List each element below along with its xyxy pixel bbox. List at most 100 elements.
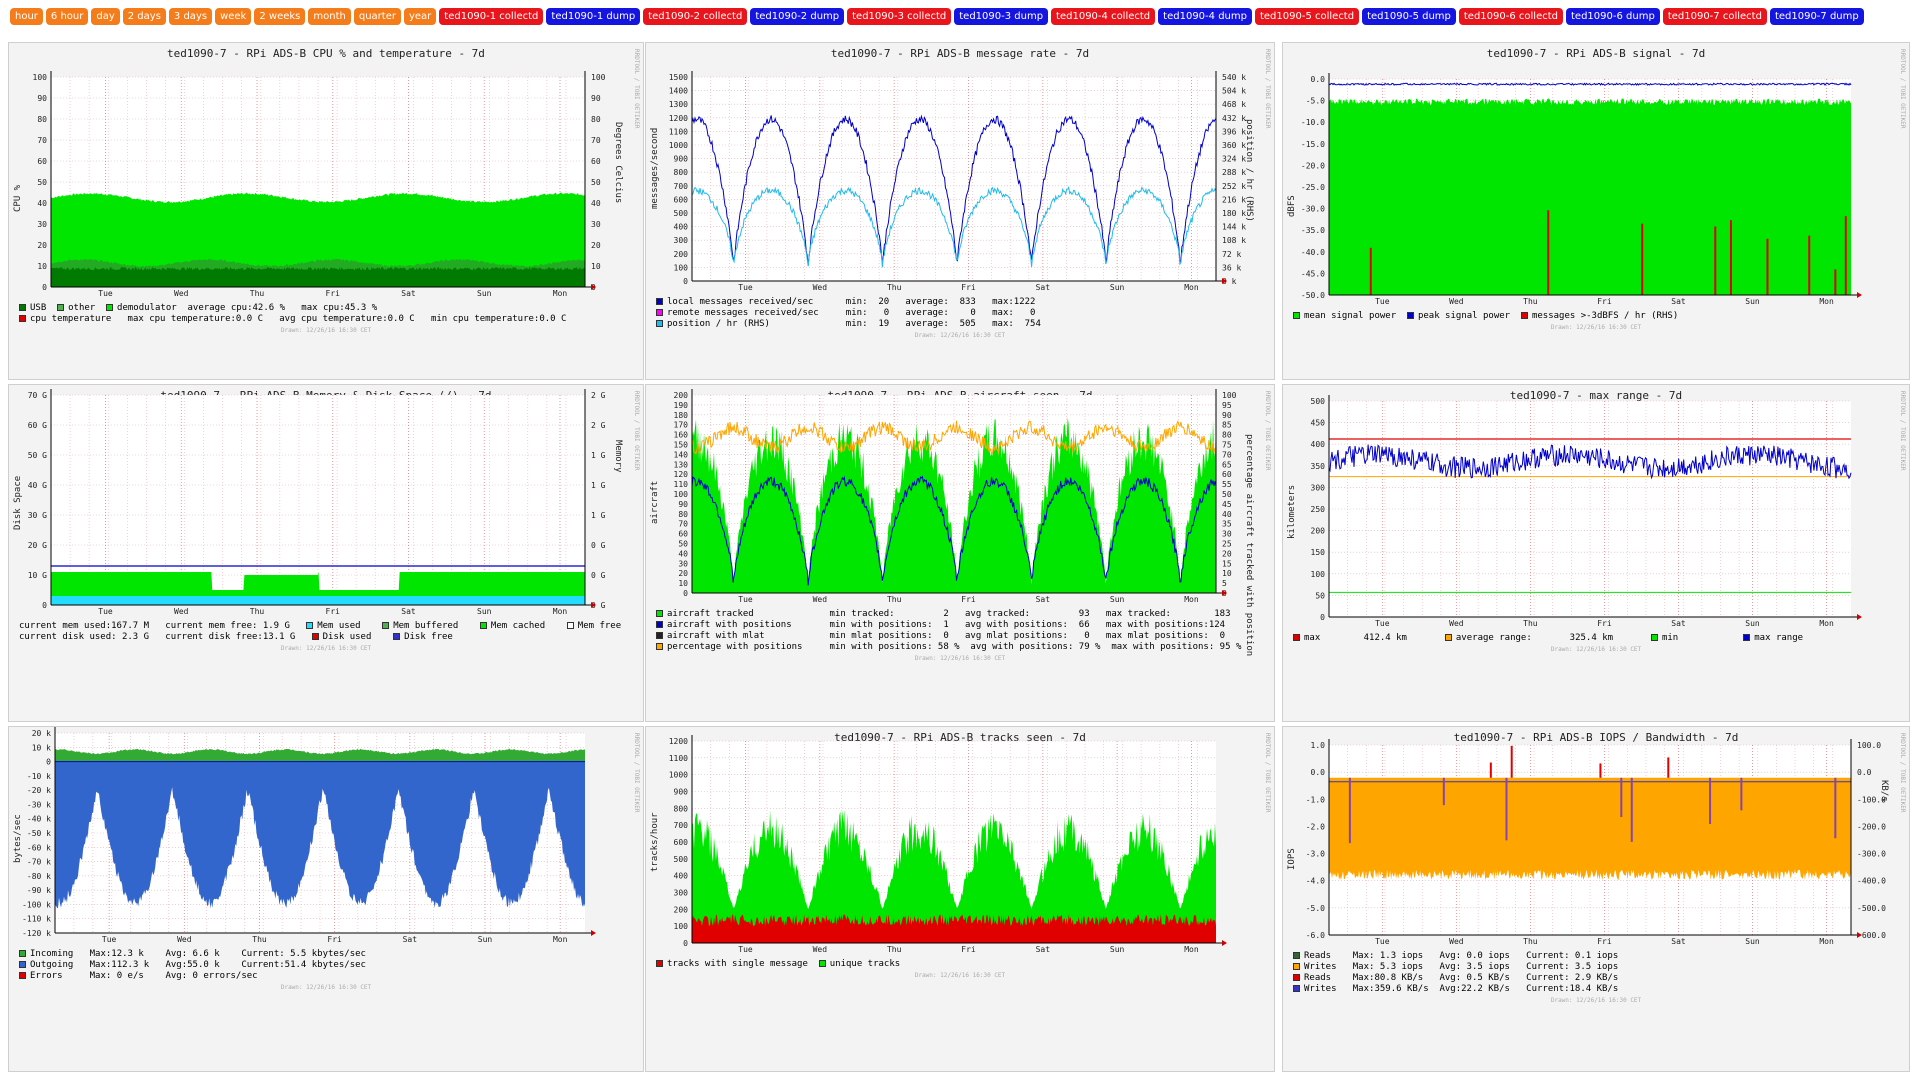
legend-text: messages >-3dBFS / hr (RHS) (1531, 311, 1679, 321)
legend-text: aircraft with positions min with positio… (667, 620, 1226, 630)
legend-swatch (656, 309, 663, 316)
nav-button-ted1090-3-collectd[interactable]: ted1090-3 collectd (847, 8, 952, 25)
legend-swatch (19, 972, 26, 979)
legend-swatch (1650, 634, 1658, 641)
nav-button-ted1090-5-dump[interactable]: ted1090-5 dump (1362, 8, 1456, 25)
panel-signal[interactable]: ted1090-7 - RPi ADS-B signal - 7d RRDTOOL… (1282, 42, 1910, 380)
y2-tick: 360 k (1222, 141, 1246, 150)
x-tick: Mon (553, 289, 568, 298)
x-tick: Sat (1036, 945, 1051, 954)
legend-text: Disk free (404, 632, 453, 642)
legend-text: average range: 325.4 km (1455, 633, 1641, 643)
y-tick: 10 (678, 579, 688, 588)
y-tick: 10 G (28, 571, 47, 580)
y-tick: 1400 (669, 87, 688, 96)
y-tick: -25.0 (1301, 183, 1325, 192)
x-tick: Sun (477, 289, 492, 298)
legend-text: Reads Max: 1.3 iops Avg: 0.0 iops Curren… (1304, 951, 1619, 961)
panel-title: ted1090-7 - RPi ADS-B CPU % and temperat… (167, 47, 485, 60)
legend-row: Reads Max: 1.3 iops Avg: 0.0 iops Curren… (1293, 951, 1629, 962)
legend-row: current disk used: 2.3 G current disk fr… (19, 632, 632, 643)
x-tick: Wed (177, 935, 192, 944)
x-tick: Thu (250, 607, 265, 616)
legend-swatch (19, 304, 26, 311)
y-tick: 40 (678, 549, 688, 558)
panel-aircraft-seen[interactable]: ted1090-7 - RPi ADS-B aircraft seen - 7d… (645, 384, 1275, 722)
legend-swatch (393, 633, 401, 640)
legend-text: Disk used (322, 632, 383, 642)
y-tick: 190 (674, 401, 689, 410)
panel-tracks-seen[interactable]: ted1090-7 - RPi ADS-B tracks seen - 7d RR… (645, 726, 1275, 1072)
x-tick: Thu (887, 283, 902, 292)
panel-memory-disk[interactable]: ted1090-7 - RPi ADS-B Memory & Disk Spac… (8, 384, 644, 722)
panel-max-range[interactable]: ted1090-7 - max range - 7d RRDTOOL / TOBI… (1282, 384, 1910, 722)
legend-row: percentage with positions min with posit… (656, 642, 1252, 653)
y2-tick: 70 (591, 136, 601, 145)
nav-button-ted1090-1-dump[interactable]: ted1090-1 dump (546, 8, 641, 25)
nav-button-ted1090-7-collectd[interactable]: ted1090-7 collectd (1662, 8, 1767, 25)
y-tick: 100 (674, 490, 689, 499)
legend-text: Mem buffered (393, 621, 470, 631)
nav-button-quarter[interactable]: quarter (353, 8, 401, 25)
nav-button-ted1090-6-collectd[interactable]: ted1090-6 collectd (1458, 8, 1564, 25)
y-axis-label: Disk Space (13, 475, 23, 530)
nav-button-3-days[interactable]: 3 days (168, 8, 213, 25)
nav-button-6-hour[interactable]: 6 hour (45, 8, 89, 25)
y-tick: 200 (674, 905, 689, 914)
nav-button-ted1090-1-collectd[interactable]: ted1090-1 collectd (439, 8, 544, 25)
y-tick: 60 G (28, 421, 47, 430)
nav-button-ted1090-2-dump[interactable]: ted1090-2 dump (750, 8, 845, 25)
nav-button-month[interactable]: month (308, 8, 351, 25)
y2-tick: -300.0 (1857, 850, 1886, 859)
panel-cpu-temperature[interactable]: ted1090-7 - RPi ADS-B CPU % and temperat… (8, 42, 644, 380)
y2-tick: 10 (591, 262, 601, 271)
x-tick: Sun (1745, 297, 1760, 306)
x-tick: Fri (326, 607, 341, 616)
nav-button-ted1090-3-dump[interactable]: ted1090-3 dump (954, 8, 1049, 25)
legend-text: min (1661, 633, 1733, 643)
nav-button-ted1090-2-collectd[interactable]: ted1090-2 collectd (643, 8, 748, 25)
y-tick: 900 (674, 788, 689, 797)
y-tick: 70 (678, 520, 688, 529)
nav-button-day[interactable]: day (91, 8, 120, 25)
y-axis-label: CPU % (13, 184, 23, 212)
nav-button-ted1090-6-dump[interactable]: ted1090-6 dump (1566, 8, 1660, 25)
nav-button-hour[interactable]: hour (10, 8, 43, 25)
legend-row: aircraft with mlat min mlat positions: 0… (656, 631, 1252, 642)
panel-title: ted1090-7 - RPi ADS-B IOPS / Bandwidth -… (1453, 731, 1739, 744)
legend-swatch (306, 622, 314, 629)
panel-message-rate[interactable]: ted1090-7 - RPi ADS-B message rate - 7d R… (645, 42, 1275, 380)
y-tick: -2.0 (1306, 822, 1325, 831)
nav-button-ted1090-4-collectd[interactable]: ted1090-4 collectd (1051, 8, 1156, 25)
panel-bandwidth[interactable]: ted1090-7 - RPi ADS-B Bandwidth - eth0 -… (8, 726, 644, 1072)
nav-button-2-days[interactable]: 2 days (122, 8, 166, 25)
y2-tick: 85 (1222, 421, 1232, 430)
y2-tick: 144 k (1222, 223, 1246, 232)
y-tick: 20 (37, 241, 47, 250)
x-tick: Thu (1523, 297, 1538, 306)
y-tick: 600 (674, 838, 689, 847)
legend: max 412.4 km average range: 325.4 km min… (1293, 633, 1814, 644)
nav-button-ted1090-4-dump[interactable]: ted1090-4 dump (1158, 8, 1252, 25)
rrdtool-credit: RRDTOOL / TOBI OETIKER (1899, 49, 1906, 129)
y2-tick: 65 (1222, 460, 1232, 469)
y-tick: 500 (674, 855, 689, 864)
nav-button-ted1090-5-collectd[interactable]: ted1090-5 collectd (1254, 8, 1360, 25)
legend-swatch (106, 304, 114, 311)
nav-button-ted1090-7-dump[interactable]: ted1090-7 dump (1769, 8, 1864, 25)
legend-swatch (656, 298, 663, 305)
y-axis-label: tracks/hour (650, 812, 660, 872)
legend-text: USB (30, 303, 47, 313)
x-tick: Sat (1671, 619, 1686, 628)
rrdtool-credit: RRDTOOL / TOBI OETIKER (633, 733, 640, 813)
rrdtool-credit: RRDTOOL / TOBI OETIKER (1264, 49, 1271, 129)
x-tick: Mon (1819, 619, 1834, 628)
nav-button-year[interactable]: year (403, 8, 437, 25)
nav-button-2-weeks[interactable]: 2 weeks (254, 8, 306, 25)
panel-iops-bandwidth[interactable]: ted1090-7 - RPi ADS-B IOPS / Bandwidth -… (1282, 726, 1910, 1072)
y-tick: 1500 (669, 73, 688, 82)
y2-tick: 468 k (1222, 100, 1246, 109)
x-tick: Mon (1184, 945, 1199, 954)
nav-button-week[interactable]: week (215, 8, 252, 25)
y-tick: 50 G (28, 451, 47, 460)
